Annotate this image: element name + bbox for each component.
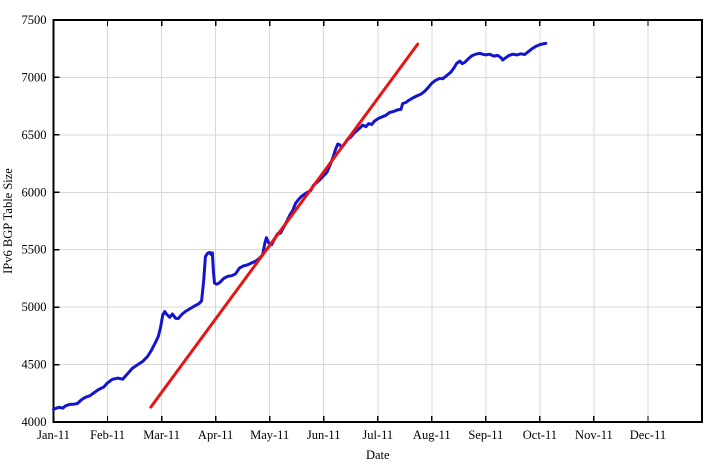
y-tick-label: 5500 — [22, 243, 47, 257]
y-tick-label: 6000 — [22, 185, 47, 199]
x-tick-label: Sep-11 — [468, 428, 503, 442]
y-tick-label: 7500 — [22, 13, 47, 27]
ipv6-bgp-table-size-line — [52, 41, 548, 411]
x-tick-label: Aug-11 — [413, 428, 451, 442]
plot-border — [52, 19, 703, 423]
plot-frame — [52, 19, 703, 423]
x-tick-label: Jan-11 — [37, 428, 70, 442]
x-tick-label: Oct-11 — [523, 428, 557, 442]
y-tick-label: 4000 — [22, 415, 47, 429]
x-tick-label: Feb-11 — [90, 428, 125, 442]
y-tick-label: 4500 — [22, 358, 47, 372]
trend-line-line — [149, 42, 420, 409]
x-tick-label: Jul-11 — [362, 428, 393, 442]
y-tick-label: 5000 — [22, 300, 47, 314]
x-tick-label: Apr-11 — [198, 428, 233, 442]
gridlines — [53, 20, 702, 422]
x-tick-label: May-11 — [250, 428, 289, 442]
x-tick-label: Mar-11 — [143, 428, 180, 442]
x-tick-label: Jun-11 — [307, 428, 341, 442]
y-tick-label: 7000 — [22, 70, 47, 84]
y-tick-label: 6500 — [22, 128, 47, 142]
x-tick-label: Dec-11 — [630, 428, 666, 442]
x-tick-label: Nov-11 — [575, 428, 613, 442]
y-axis-title: IPv6 BGP Table Size — [1, 168, 15, 274]
tick-labels: Jan-11 Feb-11 Mar-11 Apr-11 May-11 Jun-11 Jul-… — [22, 13, 667, 442]
x-axis-title: Date — [366, 448, 390, 462]
data-series — [52, 41, 548, 411]
